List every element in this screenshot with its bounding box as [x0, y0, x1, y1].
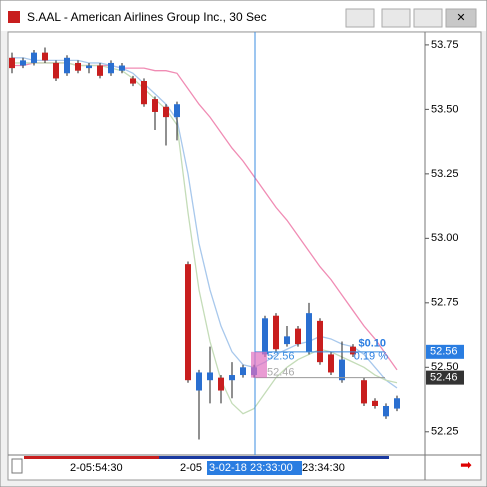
candle-body	[328, 354, 334, 373]
candle-body	[273, 315, 279, 350]
candle-body	[218, 377, 224, 391]
app-icon	[8, 11, 20, 23]
measure-percent: 0.19 %	[354, 351, 388, 363]
scroll-arrow[interactable]: ➡	[460, 457, 472, 473]
close-button[interactable]	[445, 8, 477, 28]
candle-body	[163, 106, 169, 118]
candle-body	[141, 81, 147, 105]
candle-body	[372, 400, 378, 406]
y-tick-label: 52.25	[431, 426, 459, 438]
candle-body	[174, 104, 180, 118]
time-bar	[24, 456, 159, 459]
price-tag-label: 52.46	[430, 372, 458, 384]
measure-lower: 52.46	[267, 367, 295, 379]
candle-body	[130, 78, 136, 84]
candle-body	[42, 52, 48, 61]
window-title: S.AAL - American Airlines Group Inc., 30…	[27, 10, 267, 24]
price-tag	[426, 344, 464, 359]
x-tick-label: 23:34:30	[302, 462, 345, 474]
price-tag	[426, 370, 464, 385]
candle-body	[361, 380, 367, 404]
candle-body	[196, 372, 202, 391]
candle-body	[75, 62, 81, 71]
scroll-box[interactable]	[11, 458, 23, 474]
x-tick-label: 2-05	[180, 462, 202, 474]
price-tag-label: 52.56	[430, 346, 458, 358]
minimize-button[interactable]	[381, 8, 411, 28]
cursor-time-box	[207, 461, 302, 475]
candle-body	[86, 65, 92, 69]
cursor-time: 3-02-18 23:33:00	[209, 462, 293, 474]
candle-body	[394, 398, 400, 409]
measure-change: $0.10	[358, 338, 386, 350]
candle-body	[119, 65, 125, 71]
measure-upper: 52.56	[267, 351, 295, 363]
x-tick-label: 2-05:54:30	[70, 462, 123, 474]
candle-body	[53, 62, 59, 79]
candle-body	[20, 60, 26, 66]
close-icon: ✕	[456, 12, 465, 24]
maximize-button[interactable]	[413, 8, 443, 28]
candle-body	[317, 320, 323, 363]
candle-body	[9, 57, 15, 69]
candle-body	[229, 375, 235, 381]
candle-body	[350, 346, 356, 355]
moving-average	[12, 57, 398, 389]
candle-body	[339, 359, 345, 381]
candle-body	[306, 313, 312, 352]
y-tick-label: 53.75	[431, 39, 459, 51]
candle-body	[383, 405, 389, 417]
candle-body	[64, 57, 70, 74]
candle-body	[295, 328, 301, 345]
y-tick-label: 52.75	[431, 297, 459, 309]
candle-body	[97, 65, 103, 76]
measure-anchor	[251, 351, 267, 378]
y-tick-label: 53.00	[431, 232, 459, 244]
candle-body	[284, 336, 290, 345]
candle-body	[152, 99, 158, 112]
link-button[interactable]	[345, 8, 375, 28]
time-bar	[159, 456, 389, 459]
candle-body	[185, 264, 191, 381]
y-tick-label: 53.50	[431, 103, 459, 115]
candle-body	[240, 367, 246, 376]
candle-body	[31, 52, 37, 63]
y-tick-label: 52.50	[431, 361, 459, 373]
candle-body	[207, 372, 213, 381]
candle-body	[108, 62, 114, 74]
y-tick-label: 53.25	[431, 168, 459, 180]
chart-panel	[7, 31, 482, 481]
candle-body	[262, 318, 268, 355]
